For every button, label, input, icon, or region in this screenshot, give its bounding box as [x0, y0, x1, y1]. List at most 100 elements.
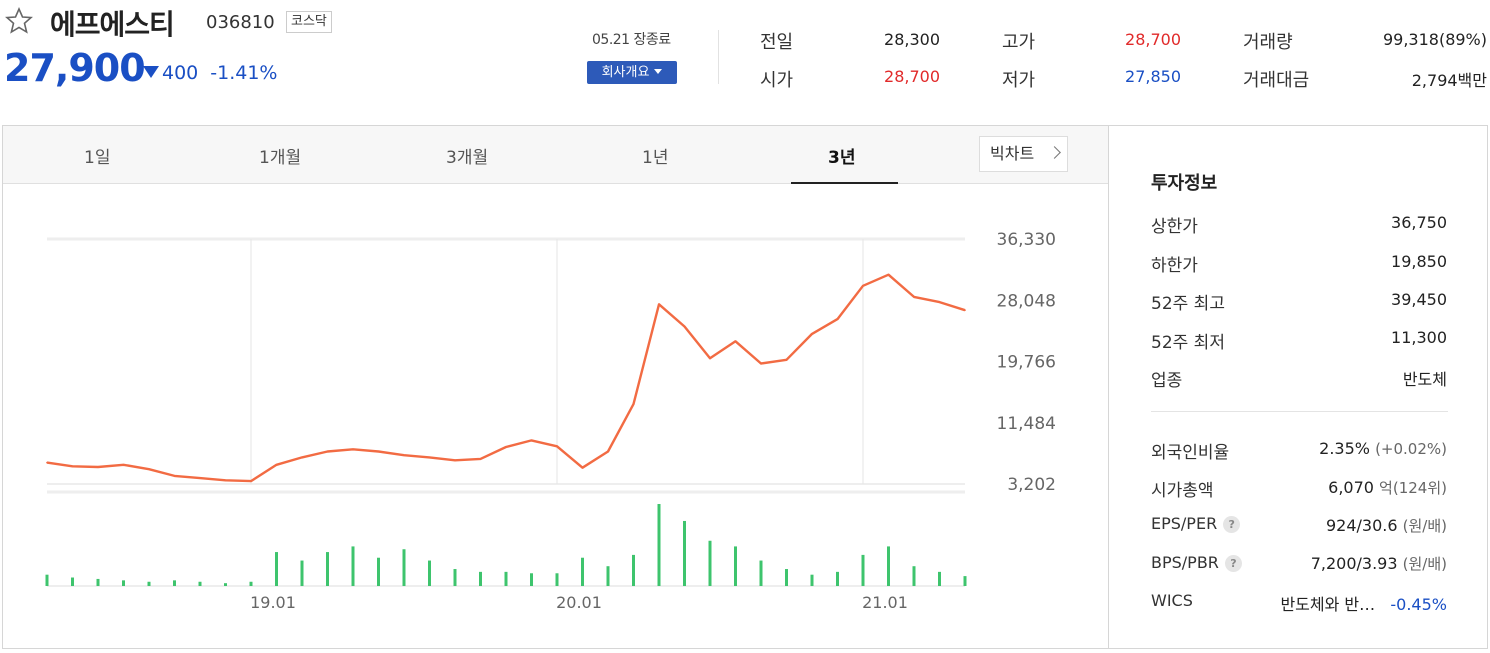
eps-per-value: 924/30.6 (원/배) — [1325, 516, 1447, 535]
tab-1d[interactable]: 1일 — [84, 148, 111, 168]
foreign-ratio-label: 외국인비율 — [1151, 443, 1230, 463]
price-point — [964, 309, 966, 312]
x-tick-label: 21.01 — [862, 593, 908, 612]
volume-bar — [428, 560, 431, 586]
volume-bar — [96, 578, 100, 586]
high-label: 고가 — [1002, 32, 1036, 53]
price-line — [46, 273, 966, 483]
volume-bar — [657, 504, 661, 586]
tab-3y[interactable]: 3년 — [828, 148, 856, 168]
volume-bar — [377, 557, 380, 586]
volume-bar — [71, 577, 74, 586]
volume-bar — [173, 580, 176, 586]
lower-limit-label: 하한가 — [1151, 256, 1198, 276]
open-label: 시가 — [760, 70, 794, 91]
wics-sector-link[interactable]: 반도체와 반… — [1280, 595, 1376, 614]
price-point — [581, 466, 584, 469]
stock-name: 에프에스티 — [50, 8, 175, 41]
current-price: 27,900 — [4, 46, 146, 90]
eps-per-label: EPS/PER? — [1151, 514, 1241, 533]
sector-label: 업종 — [1151, 371, 1183, 391]
help-icon[interactable]: ? — [1224, 555, 1242, 572]
volume-bar — [504, 571, 508, 586]
volume-bar — [938, 571, 941, 586]
header-divider — [718, 30, 719, 84]
price-point — [913, 296, 915, 298]
chevron-right-icon — [1048, 146, 1061, 159]
price-point — [505, 446, 507, 448]
sector-value[interactable]: 반도체 — [1402, 370, 1447, 389]
upper-limit-value: 36,750 — [1391, 213, 1447, 232]
volume-bar — [632, 554, 635, 586]
tab-1y[interactable]: 1년 — [642, 148, 669, 168]
price-point — [148, 468, 150, 471]
high-value: 28,700 — [1125, 30, 1181, 49]
price-point — [556, 445, 558, 448]
market-badge: 코스닥 — [286, 11, 332, 33]
volume-value: 99,318(89%) — [1382, 30, 1487, 49]
wics-value: 반도체와 반… -0.45% — [1280, 591, 1447, 615]
volume-bar — [759, 560, 763, 586]
volume-bar — [836, 571, 839, 586]
stock-code: 036810 — [206, 12, 275, 33]
market-cap-label: 시가총액 — [1151, 481, 1214, 501]
volume-bar — [861, 554, 865, 586]
wics-label: WICS — [1151, 591, 1193, 610]
x-tick-label: 20.01 — [556, 593, 602, 612]
volume-bar — [351, 546, 355, 586]
volume-bar — [581, 557, 584, 586]
upper-limit-label: 상한가 — [1151, 217, 1198, 237]
price-point — [836, 318, 839, 320]
volume-bar — [963, 576, 967, 586]
price-point — [250, 480, 252, 482]
price-point — [46, 461, 48, 464]
volume-bar — [326, 552, 329, 586]
price-point — [428, 456, 431, 459]
help-icon[interactable]: ? — [1223, 516, 1241, 533]
volume-bar — [249, 581, 253, 586]
market-cap-value: 6,070 억(124위) — [1328, 478, 1447, 497]
tab-1m[interactable]: 1개월 — [259, 148, 302, 168]
volume-bar — [810, 574, 814, 586]
y-tick-label: 11,484 — [997, 414, 1056, 434]
volume-bar — [224, 583, 227, 586]
price-point — [887, 273, 890, 276]
price-change: 400 -1.41% — [143, 62, 277, 84]
volume-bar — [683, 520, 686, 586]
investment-info-panel: 투자정보 상한가 36,750 하한가 19,850 52주 최고 39,450… — [1108, 125, 1488, 649]
price-point — [326, 450, 329, 453]
amount-label: 거래대금 — [1243, 70, 1310, 91]
price-point — [734, 340, 737, 343]
prev-close-label: 전일 — [760, 32, 794, 53]
price-point — [454, 459, 456, 462]
price-point — [785, 358, 788, 361]
volume-bar — [479, 571, 482, 586]
low52-label: 52주 최저 — [1151, 333, 1225, 353]
price-chart[interactable]: 19.01 20.01 21.01 36,330 28,048 19,766 11,484 3… — [3, 184, 1109, 650]
price-point — [224, 479, 227, 482]
price-point — [811, 333, 813, 335]
price-point — [352, 448, 354, 451]
volume-bar — [708, 540, 712, 586]
tab-3m[interactable]: 3개월 — [446, 148, 489, 168]
company-overview-button[interactable]: 회사개요 — [587, 61, 677, 84]
price-point — [938, 301, 941, 303]
favorite-star-icon[interactable] — [4, 6, 34, 36]
y-tick-label: 19,766 — [997, 353, 1056, 373]
volume-bar — [734, 546, 737, 586]
volume-bar — [887, 546, 890, 586]
volume-label: 거래량 — [1243, 32, 1293, 53]
price-point — [760, 362, 762, 365]
open-value: 28,700 — [884, 67, 940, 86]
high52-label: 52주 최고 — [1151, 294, 1225, 314]
volume-bar — [300, 560, 304, 586]
bps-pbr-label: BPS/PBR? — [1151, 553, 1242, 572]
wics-change: -0.45% — [1390, 595, 1447, 614]
amount-value: 2,794백만 — [1411, 71, 1487, 90]
price-point — [683, 325, 686, 328]
foreign-ratio-value: 2.35% (+0.02%) — [1319, 439, 1447, 458]
volume-bar — [198, 581, 202, 586]
bigchart-button[interactable]: 빅차트 — [979, 136, 1068, 172]
period-tabs: 1일 1개월 3개월 1년 3년 빅차트 — [3, 126, 1109, 184]
